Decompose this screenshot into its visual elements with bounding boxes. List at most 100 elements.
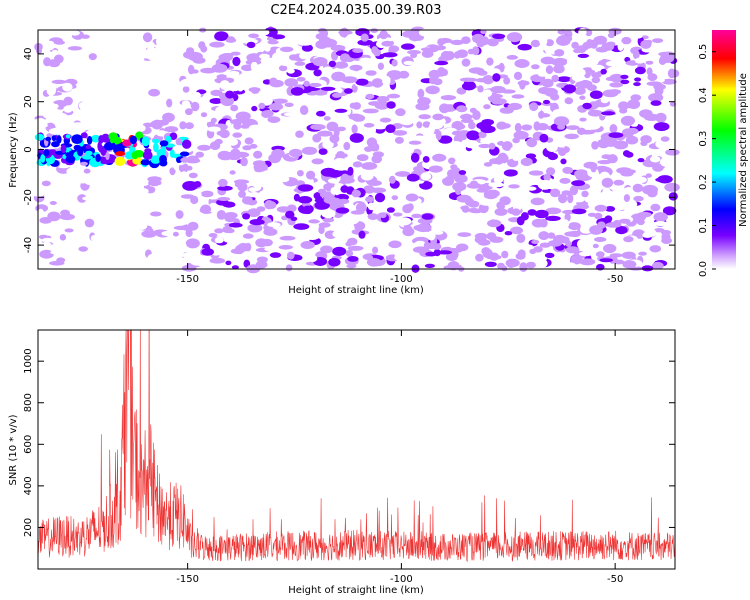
heatmap-cell [286, 68, 295, 74]
heatmap-cell [539, 161, 549, 168]
heatmap-cell [43, 149, 50, 157]
heatmap-cell [214, 228, 224, 234]
heatmap-cell [129, 235, 137, 246]
heatmap-cell [224, 215, 236, 222]
heatmap-cell [582, 102, 592, 110]
heatmap-cell [345, 249, 354, 257]
heatmap-cell [278, 65, 288, 72]
heatmap-cell [365, 93, 375, 100]
heatmap-cell [511, 94, 525, 99]
heatmap-cell [476, 188, 489, 193]
heatmap-cell [91, 209, 101, 218]
heatmap-cell [607, 32, 615, 39]
heatmap-cell [544, 252, 555, 259]
colorbar-gradient [712, 30, 736, 269]
heatmap-cell [206, 166, 218, 177]
heatmap-cell [652, 221, 669, 227]
heatmap-cell [450, 141, 462, 147]
heatmap-cell [253, 150, 263, 159]
heatmap-cell [157, 119, 169, 126]
spectrogram-x-label: Height of straight line (km) [288, 285, 424, 296]
heatmap-cell [579, 251, 592, 257]
heatmap-cell [538, 72, 548, 77]
heatmap-cell [577, 127, 586, 135]
heatmap-cell [247, 223, 263, 233]
heatmap-cell [513, 71, 523, 81]
heatmap-cell [460, 113, 473, 120]
heatmap-cell [217, 197, 231, 201]
heatmap-cell [383, 75, 391, 86]
heatmap-cell [201, 248, 214, 256]
heatmap-cell [546, 143, 558, 152]
heatmap-cell [632, 49, 640, 60]
heatmap-cell [492, 73, 501, 82]
heatmap-cell [229, 170, 236, 175]
heatmap-cell [299, 52, 310, 60]
heatmap-cell [164, 126, 179, 133]
heatmap-cell [129, 135, 137, 145]
heatmap-cell [414, 56, 421, 65]
heatmap-cell [69, 124, 83, 135]
heatmap-cell [608, 238, 617, 244]
heatmap-cell [242, 233, 254, 239]
heatmap-cell [478, 143, 492, 149]
heatmap-cell [376, 96, 390, 103]
heatmap-cell [85, 90, 94, 97]
heatmap-cell [73, 163, 82, 170]
heatmap-cell [351, 124, 358, 134]
heatmap-cell [633, 33, 643, 39]
heatmap-cell [622, 260, 637, 269]
heatmap-cell [109, 233, 123, 239]
heatmap-cell [609, 124, 618, 134]
heatmap-cell [412, 135, 426, 141]
heatmap-cell [401, 43, 415, 50]
heatmap-cell [150, 155, 161, 164]
heatmap-cell [145, 197, 154, 205]
heatmap-cell [499, 123, 511, 129]
heatmap-cell [661, 78, 677, 85]
y-tick-label: 200 [23, 518, 34, 537]
y-tick-label: -20 [23, 189, 34, 205]
heatmap-cell [586, 84, 597, 91]
heatmap-cell [279, 176, 290, 183]
heatmap-cell [217, 185, 233, 191]
heatmap-cell [174, 251, 182, 256]
heatmap-cell [228, 222, 243, 228]
heatmap-cell [124, 179, 133, 185]
y-tick-label: -40 [23, 237, 34, 253]
heatmap-cell [132, 157, 143, 165]
heatmap-cell [178, 163, 189, 173]
heatmap-cell [459, 77, 474, 82]
heatmap-cell [489, 158, 502, 165]
heatmap-cell [514, 59, 530, 68]
heatmap-cell [228, 155, 241, 161]
heatmap-cell [347, 245, 364, 251]
heatmap-cell [521, 124, 533, 131]
heatmap-cell [436, 250, 452, 255]
heatmap-cell [344, 88, 353, 94]
heatmap-cell [108, 132, 118, 141]
heatmap-cell [347, 166, 354, 176]
heatmap-cell [98, 135, 104, 144]
heatmap-cell [149, 68, 165, 76]
heatmap-cell [101, 32, 116, 40]
heatmap-cell [536, 123, 549, 131]
heatmap-cell [388, 240, 402, 249]
heatmap-cell [78, 246, 88, 252]
heatmap-cell [363, 123, 375, 128]
heatmap-cell [320, 103, 335, 111]
heatmap-cell [210, 89, 223, 97]
heatmap-cell [640, 135, 652, 144]
heatmap-cell [318, 222, 331, 228]
heatmap-cell [520, 212, 529, 221]
heatmap-cell [461, 58, 471, 67]
heatmap-cell [529, 102, 539, 112]
heatmap-cell [166, 98, 173, 108]
heatmap-cell [513, 130, 529, 140]
heatmap-cell [309, 82, 322, 88]
heatmap-cell [111, 195, 118, 204]
heatmap-cell [480, 125, 496, 134]
heatmap-cell [231, 265, 239, 270]
heatmap-cell [214, 31, 229, 41]
heatmap-cell [332, 92, 342, 98]
